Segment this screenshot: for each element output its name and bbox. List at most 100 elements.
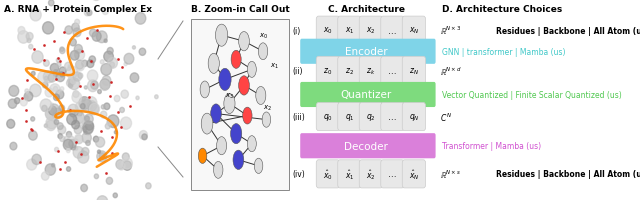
Circle shape <box>60 48 64 52</box>
Circle shape <box>87 11 92 16</box>
Circle shape <box>100 60 104 65</box>
Circle shape <box>116 160 124 169</box>
Circle shape <box>75 135 83 144</box>
Circle shape <box>97 150 100 154</box>
Circle shape <box>75 147 78 150</box>
Circle shape <box>93 136 99 142</box>
Circle shape <box>70 79 76 84</box>
FancyBboxPatch shape <box>381 160 404 188</box>
Circle shape <box>98 90 101 94</box>
Circle shape <box>219 69 231 91</box>
Text: $C^N$: $C^N$ <box>440 111 452 123</box>
Circle shape <box>45 108 56 120</box>
Circle shape <box>254 158 263 174</box>
Circle shape <box>70 51 79 61</box>
Circle shape <box>118 162 125 170</box>
Text: ...: ... <box>388 67 397 75</box>
Circle shape <box>259 44 268 60</box>
Circle shape <box>59 105 65 112</box>
Text: GNN | transformer | Mamba (us): GNN | transformer | Mamba (us) <box>442 48 566 56</box>
Circle shape <box>20 99 28 106</box>
FancyBboxPatch shape <box>300 40 436 64</box>
Circle shape <box>130 73 139 83</box>
Circle shape <box>109 63 115 68</box>
Circle shape <box>73 29 81 38</box>
Circle shape <box>86 97 97 110</box>
Circle shape <box>247 62 256 78</box>
Circle shape <box>44 77 48 81</box>
Circle shape <box>262 112 271 128</box>
Circle shape <box>54 109 63 118</box>
Text: $x_{N}$: $x_{N}$ <box>408 26 419 36</box>
Circle shape <box>54 70 57 73</box>
Circle shape <box>73 112 84 124</box>
Text: Quantizer: Quantizer <box>340 90 392 100</box>
FancyBboxPatch shape <box>359 160 383 188</box>
Circle shape <box>224 94 235 114</box>
Circle shape <box>76 62 84 72</box>
Circle shape <box>63 140 73 150</box>
Circle shape <box>69 78 79 90</box>
Circle shape <box>107 48 113 55</box>
FancyBboxPatch shape <box>316 160 340 188</box>
Circle shape <box>69 140 76 148</box>
Circle shape <box>95 137 105 147</box>
Circle shape <box>198 148 207 164</box>
Circle shape <box>82 148 89 156</box>
Circle shape <box>77 151 89 163</box>
Text: B. Zoom-in Call Out: B. Zoom-in Call Out <box>191 5 290 14</box>
Circle shape <box>15 98 20 104</box>
Circle shape <box>60 73 64 78</box>
Circle shape <box>63 135 75 148</box>
Circle shape <box>74 111 77 115</box>
Circle shape <box>99 153 105 159</box>
FancyBboxPatch shape <box>300 134 436 158</box>
Circle shape <box>120 108 124 113</box>
Circle shape <box>82 61 88 67</box>
Circle shape <box>239 76 250 96</box>
Text: C. Architecture: C. Architecture <box>328 5 405 14</box>
FancyBboxPatch shape <box>338 57 361 85</box>
Text: $x_3$: $x_3$ <box>225 91 234 101</box>
Circle shape <box>124 63 127 66</box>
Text: Transformer | Mamba (us): Transformer | Mamba (us) <box>442 142 541 150</box>
Circle shape <box>247 136 256 152</box>
Circle shape <box>25 89 29 94</box>
Text: $x_{1}$: $x_{1}$ <box>344 26 354 36</box>
Circle shape <box>124 54 134 65</box>
Circle shape <box>72 24 79 32</box>
Circle shape <box>214 162 223 178</box>
Circle shape <box>26 33 33 41</box>
Text: D. Architecture Choices: D. Architecture Choices <box>442 5 563 14</box>
Circle shape <box>75 50 84 61</box>
Circle shape <box>8 99 17 109</box>
Circle shape <box>132 47 136 50</box>
Circle shape <box>102 76 111 86</box>
Circle shape <box>74 126 82 134</box>
Text: Residues | Backbone | All Atom (us): Residues | Backbone | All Atom (us) <box>496 170 640 178</box>
Circle shape <box>121 91 129 99</box>
Circle shape <box>76 61 84 70</box>
Circle shape <box>82 133 92 143</box>
Circle shape <box>90 30 97 38</box>
Circle shape <box>123 161 131 170</box>
Circle shape <box>100 79 110 90</box>
Circle shape <box>120 117 132 130</box>
Circle shape <box>18 31 29 44</box>
Text: Encoder: Encoder <box>345 47 388 57</box>
Circle shape <box>52 112 58 118</box>
Circle shape <box>78 74 83 79</box>
Text: $q_{N}$: $q_{N}$ <box>408 112 419 122</box>
Circle shape <box>90 104 100 115</box>
Circle shape <box>27 159 36 170</box>
Circle shape <box>142 134 147 140</box>
Circle shape <box>42 106 47 112</box>
Circle shape <box>84 86 87 90</box>
Circle shape <box>89 57 95 64</box>
FancyBboxPatch shape <box>359 103 383 131</box>
Circle shape <box>67 149 70 153</box>
Circle shape <box>60 87 64 91</box>
Text: ...: ... <box>388 170 397 178</box>
Circle shape <box>57 123 63 130</box>
Circle shape <box>38 72 49 84</box>
